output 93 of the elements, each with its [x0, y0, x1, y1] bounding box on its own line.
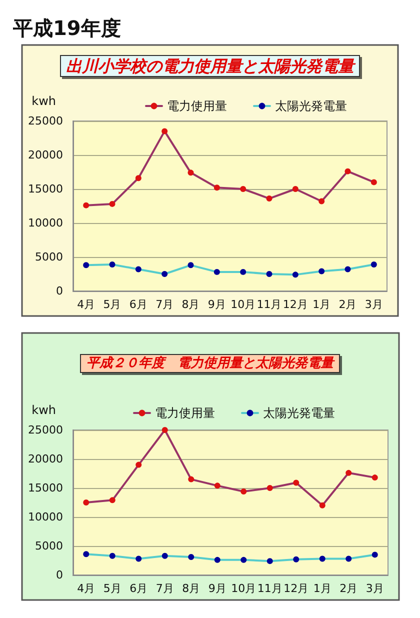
x-tick-label: 9月 — [208, 298, 226, 311]
y-tick-label: 15000 — [28, 482, 63, 494]
x-tick-label: 3月 — [366, 582, 384, 595]
point — [344, 168, 351, 174]
x-tick-label: 10月 — [231, 582, 256, 595]
y-tick-label: 20000 — [28, 148, 63, 162]
point — [346, 470, 352, 476]
legend-label: 太陽光発電量 — [275, 99, 347, 113]
point — [240, 268, 246, 275]
y-tick-label: 25000 — [28, 114, 63, 128]
point — [188, 170, 194, 176]
x-tick-label: 8月 — [182, 298, 200, 311]
point — [83, 500, 90, 506]
point — [293, 480, 300, 486]
text: 平成19年度 — [12, 16, 121, 40]
point — [188, 554, 194, 560]
x-tick-label: 12月 — [282, 298, 308, 311]
x-tick-label: 1月 — [313, 582, 332, 595]
point — [344, 266, 351, 272]
point — [109, 200, 116, 207]
point — [188, 476, 194, 482]
y-axis-title: kwh — [32, 403, 56, 417]
x-tick-label: 11月 — [257, 582, 282, 595]
point — [135, 266, 142, 272]
point — [188, 262, 194, 268]
point — [240, 488, 247, 494]
point — [214, 184, 220, 191]
legend-label: 電力使用量 — [167, 99, 227, 113]
point — [136, 556, 142, 562]
x-tick-label: 2月 — [340, 582, 358, 595]
x-tick-label: 7月 — [156, 298, 174, 311]
point — [370, 261, 377, 268]
point — [83, 262, 90, 268]
x-tick-label: 3月 — [364, 298, 383, 311]
x-tick-label: 11月 — [256, 298, 282, 311]
x-tick-label: 6月 — [130, 582, 148, 595]
point — [162, 271, 168, 277]
y-tick-label: 0 — [56, 284, 63, 298]
point — [372, 474, 378, 481]
x-tick-label: 2月 — [338, 298, 357, 311]
point — [109, 261, 116, 268]
x-tick-label: 12月 — [284, 582, 309, 595]
chart-title: 平成２０年度 電力使用量と太陽光発電量 — [86, 355, 336, 371]
point — [135, 175, 142, 182]
x-tick-label: 5月 — [103, 582, 122, 595]
x-tick-label: 5月 — [103, 298, 122, 311]
point — [292, 272, 298, 278]
y-tick-label: 20000 — [28, 452, 63, 466]
y-tick-label: 15000 — [28, 182, 63, 196]
point — [370, 179, 377, 186]
y-tick-label: 10000 — [28, 510, 63, 524]
point — [318, 268, 325, 274]
point — [162, 427, 168, 433]
point — [319, 556, 326, 562]
point — [162, 128, 168, 134]
y-tick-label: 5000 — [35, 250, 63, 264]
y-tick-label: 25000 — [28, 424, 63, 436]
x-tick-label: 4月 — [77, 298, 96, 311]
x-tick-label: 1月 — [312, 298, 331, 311]
x-tick-label: 9月 — [208, 582, 226, 595]
legend-label: 太陽光発電量 — [263, 406, 335, 420]
point — [240, 186, 246, 192]
point — [318, 198, 325, 204]
point — [346, 556, 352, 562]
legend-label: 電力使用量 — [155, 406, 215, 420]
point — [319, 502, 326, 508]
y-tick-label: 5000 — [35, 540, 63, 552]
point — [109, 497, 116, 504]
point — [292, 186, 298, 192]
point — [266, 271, 272, 277]
point — [266, 558, 273, 564]
chart-title: 出川小学校の電力使用量と太陽光発電量 — [66, 56, 356, 76]
y-axis-title: kwh — [32, 94, 56, 108]
x-tick-label: 7月 — [156, 582, 174, 595]
x-tick-label: 4月 — [77, 582, 96, 595]
point — [240, 556, 247, 563]
point — [214, 268, 220, 275]
point — [266, 485, 273, 491]
point — [293, 556, 300, 562]
point — [109, 552, 116, 559]
y-tick-label: 0 — [56, 568, 63, 582]
point — [372, 552, 378, 558]
point — [214, 482, 220, 489]
point — [83, 202, 90, 208]
point — [214, 556, 220, 563]
y-tick-label: 10000 — [28, 216, 63, 230]
point — [266, 196, 272, 202]
x-tick-label: 8月 — [182, 582, 200, 595]
x-tick-label: 10月 — [230, 298, 256, 311]
point — [162, 552, 168, 559]
point — [136, 462, 142, 468]
x-tick-label: 6月 — [129, 298, 148, 311]
point — [83, 551, 90, 558]
